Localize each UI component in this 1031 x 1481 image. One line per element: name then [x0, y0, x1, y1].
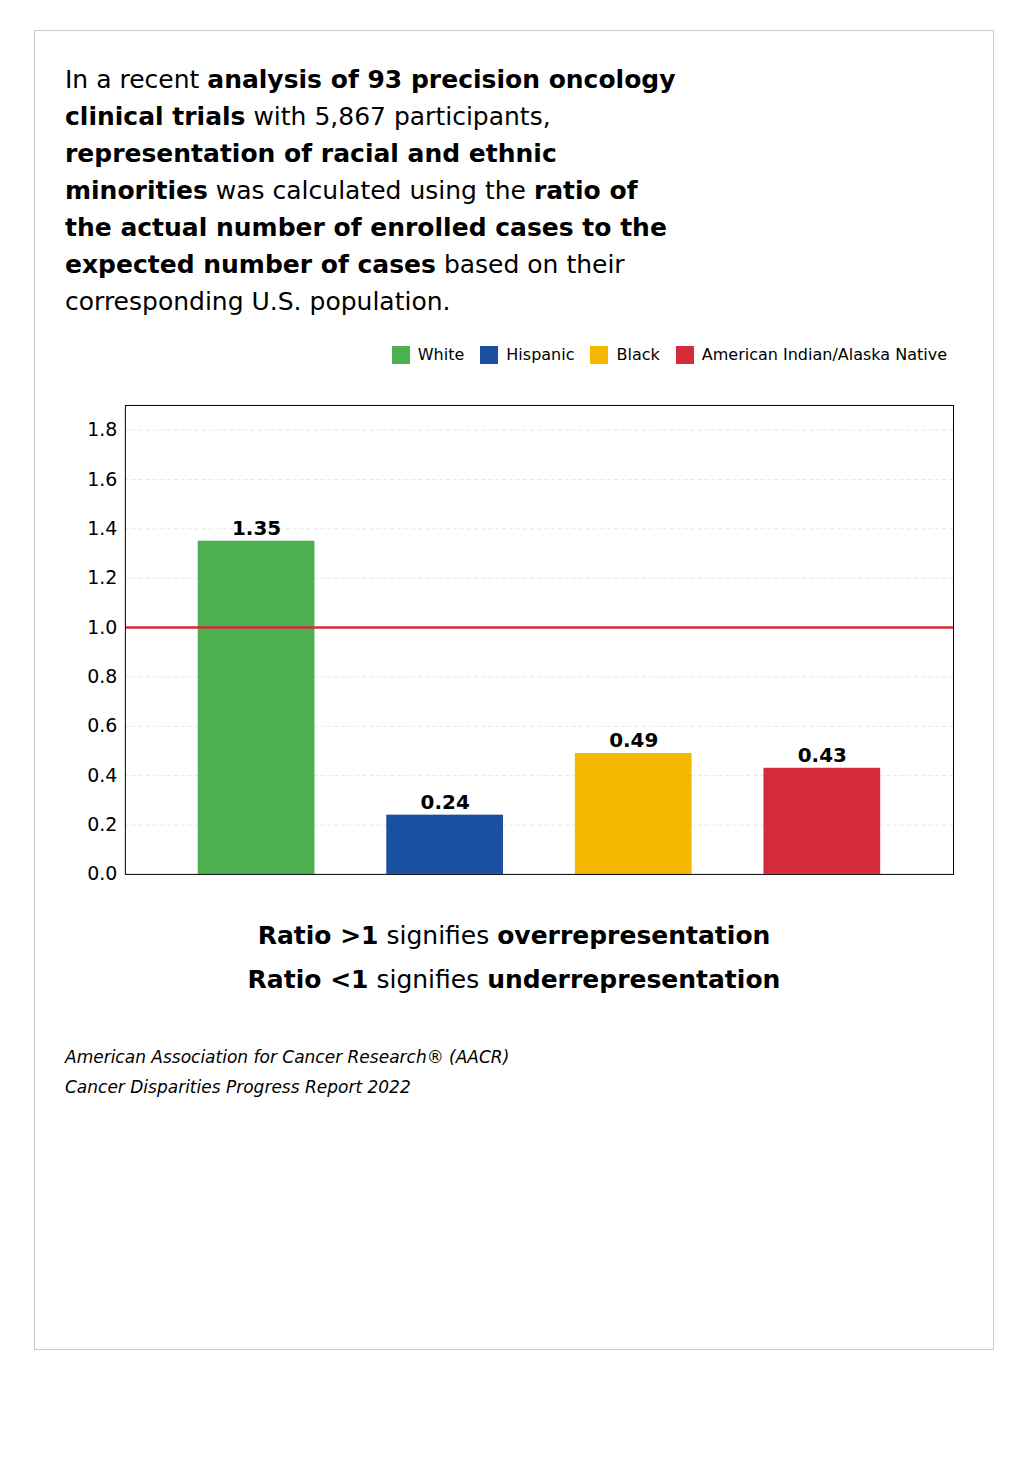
- svg-text:0.4: 0.4: [87, 764, 117, 786]
- svg-text:0.24: 0.24: [421, 790, 470, 814]
- html-text:American Association for Cance: American Association for Cancer Research…: [65, 1046, 510, 1067]
- svg-text:1.8: 1.8: [87, 418, 117, 440]
- svg-text:0.0: 0.0: [87, 862, 117, 883]
- html-text:Black: Black: [616, 345, 660, 364]
- html-text:expected number of cases based: expected number of cases based on their: [65, 250, 625, 279]
- html-text:corresponding U.S. population.: corresponding U.S. population.: [65, 287, 451, 316]
- html-text:American Indian/Alaska Native: American Indian/Alaska Native: [701, 345, 947, 364]
- html-text:representation of racial and e: representation of racial and ethnic: [65, 139, 557, 168]
- svg-text:1.0: 1.0: [87, 616, 117, 638]
- svg-text:1.6: 1.6: [87, 468, 117, 490]
- html-text:minorities was calculated usin: minorities was calculated using the rati…: [65, 176, 638, 205]
- svg-text:1.4: 1.4: [87, 517, 117, 539]
- html-text:Ratio >1 signifies overreprese: Ratio >1 signifies overrepresentation: [257, 920, 771, 950]
- svg-text:0.6: 0.6: [87, 714, 117, 736]
- svg-text:0.2: 0.2: [87, 813, 117, 835]
- html-text:Cancer Disparities Progress Re: Cancer Disparities Progress Report 2022: [65, 1076, 411, 1097]
- html-text:Ratio <1 signifies underrepres: Ratio <1 signifies underrepresentation: [247, 964, 781, 994]
- html-text:White: White: [417, 345, 465, 364]
- svg-text:1.35: 1.35: [232, 516, 281, 540]
- svg-text:1.2: 1.2: [87, 566, 117, 588]
- html-text:clinical trials with 5,867 par: clinical trials with 5,867 participants,: [65, 102, 551, 131]
- html-text:In a recent analysis of 93 pre: In a recent analysis of 93 precision onc…: [65, 65, 676, 94]
- html-text:Hispanic: Hispanic: [506, 345, 575, 364]
- svg-text:0.43: 0.43: [798, 743, 847, 767]
- html-text:the actual number of enrolled: the actual number of enrolled cases to t…: [65, 213, 667, 242]
- svg-text:0.49: 0.49: [609, 728, 658, 752]
- svg-text:0.8: 0.8: [87, 665, 117, 687]
